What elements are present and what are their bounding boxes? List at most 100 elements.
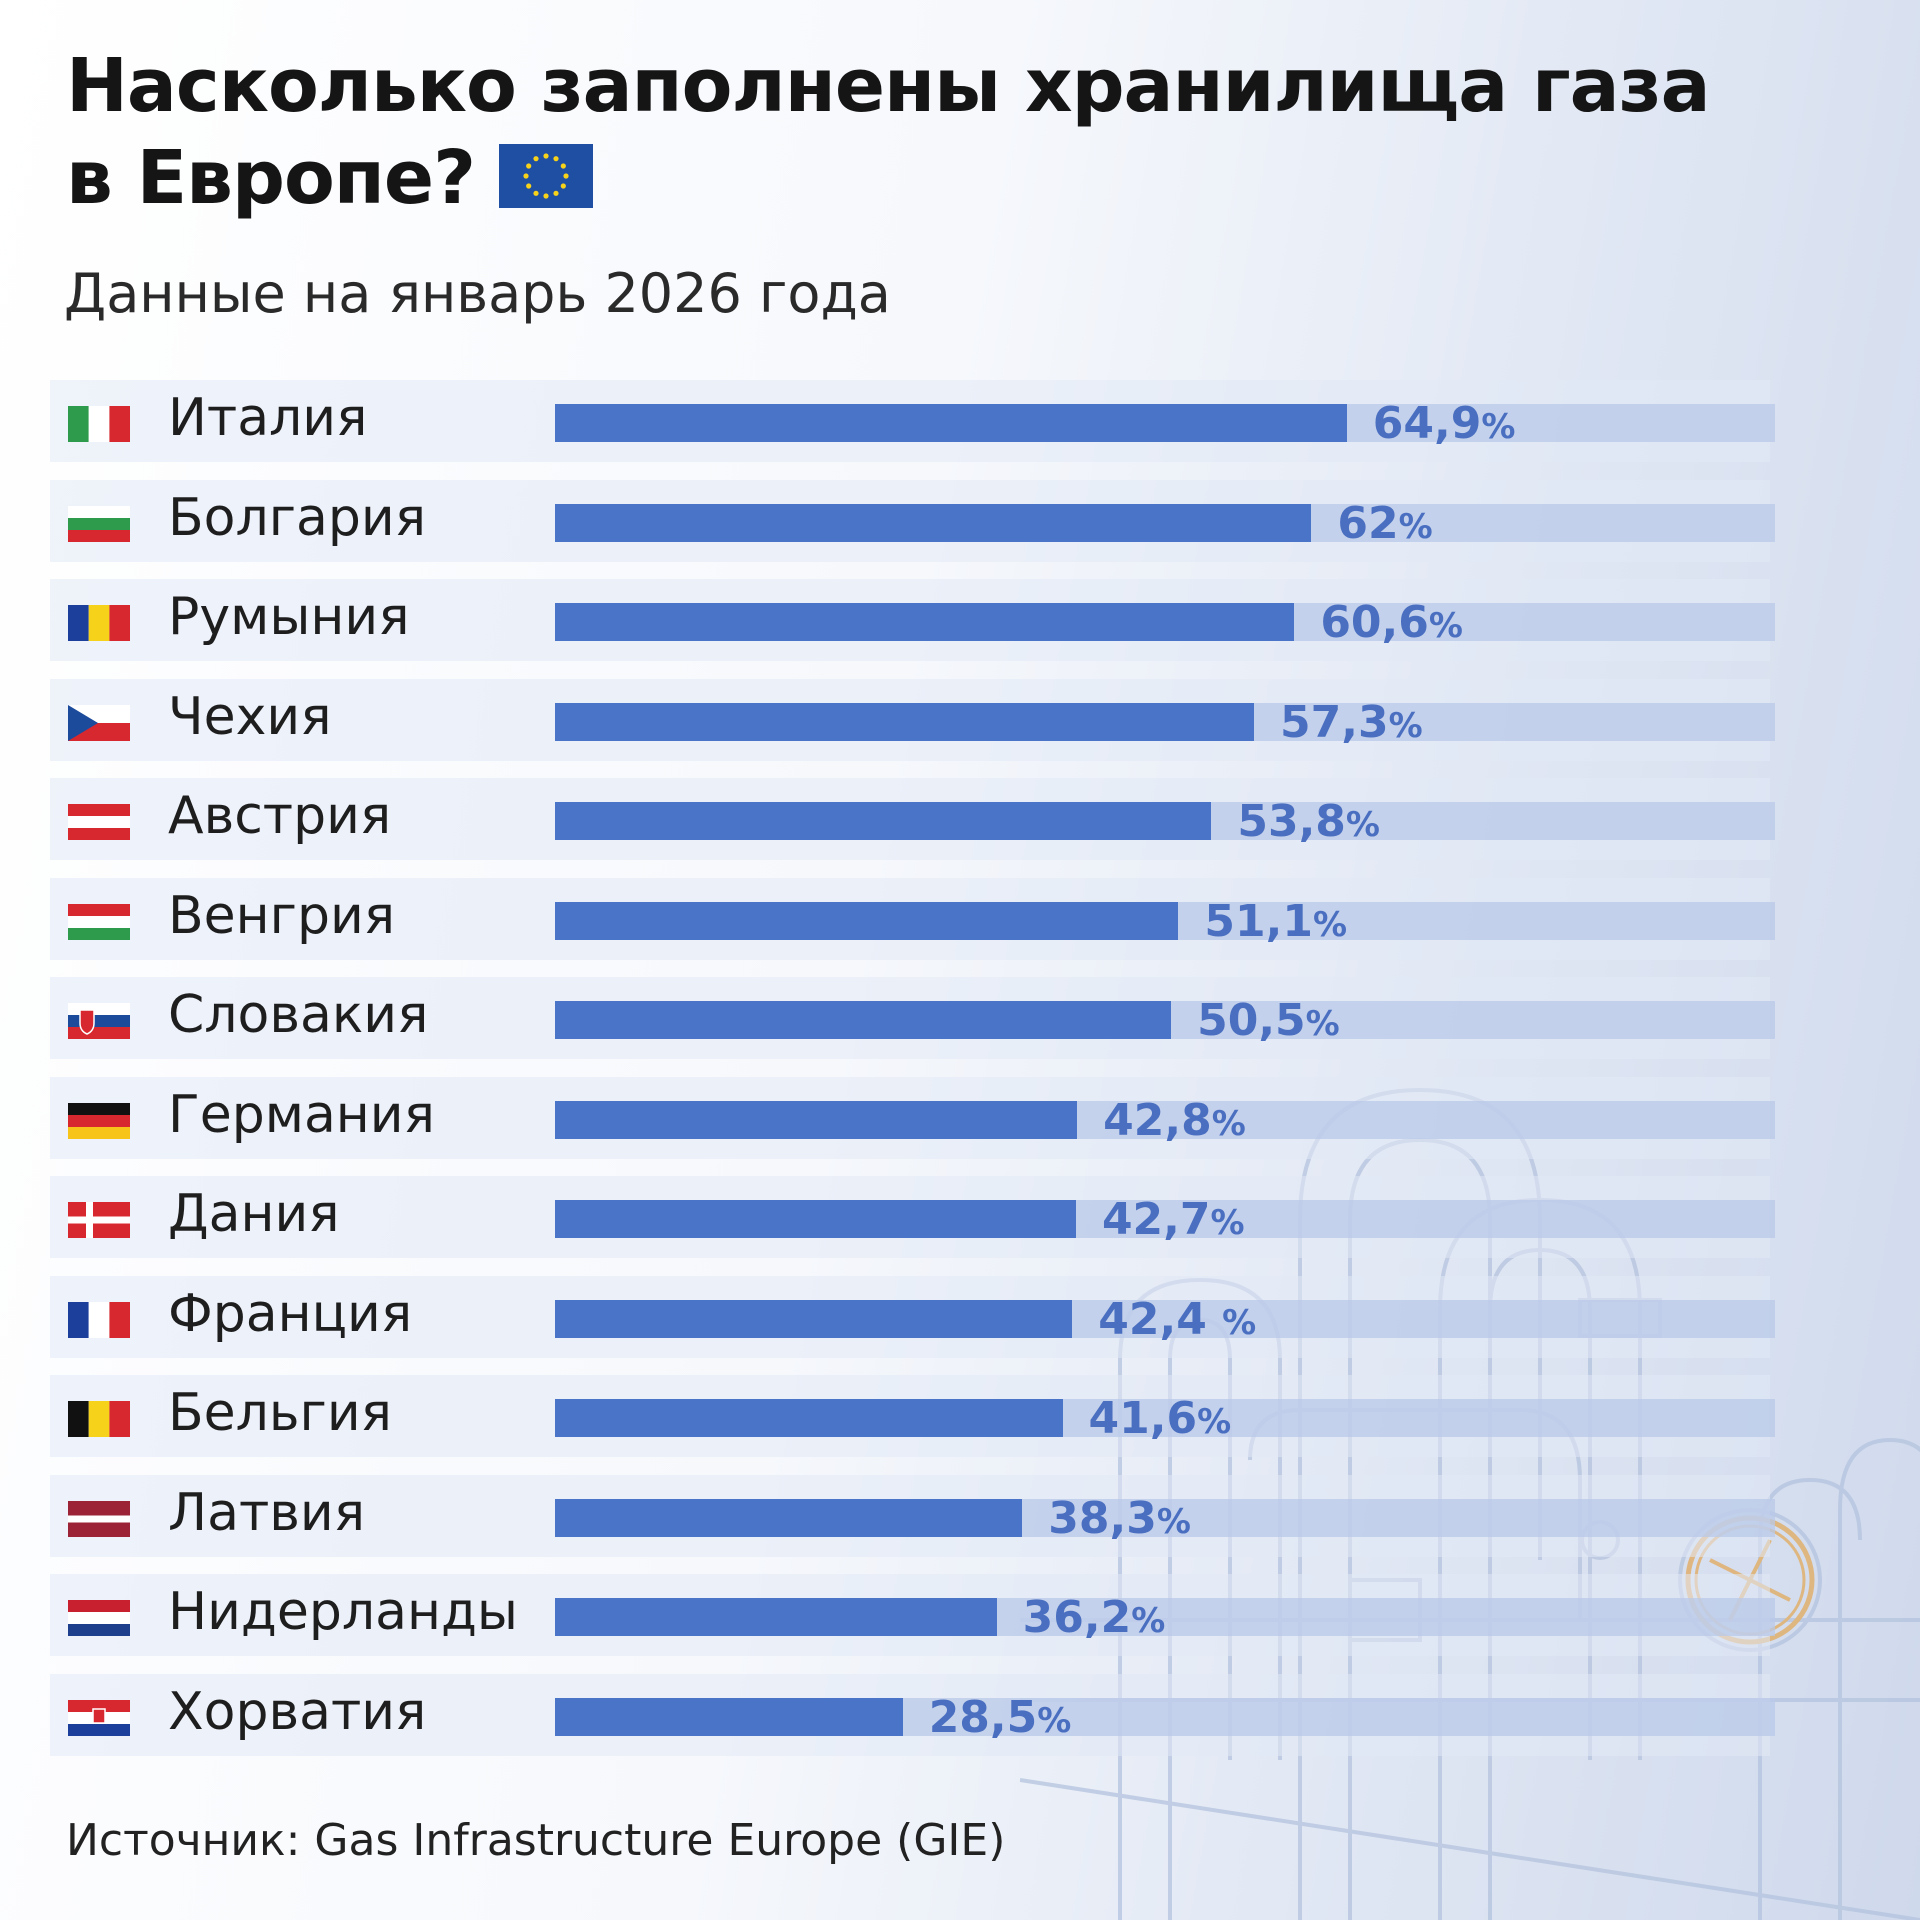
value-label: 42,8% xyxy=(1103,1095,1246,1146)
value-label: 62% xyxy=(1337,498,1432,549)
bar-row: Дания 42,7% xyxy=(50,1176,1775,1258)
bar-row: Чехия 57,3% xyxy=(50,678,1775,761)
bar-track xyxy=(555,1399,1775,1437)
value-unit: % xyxy=(1197,1402,1232,1442)
hungary-flag-icon xyxy=(68,903,130,940)
value-number: 64,9 xyxy=(1372,398,1482,449)
bar-fill xyxy=(555,404,1347,442)
value-number: 28,5 xyxy=(928,1691,1038,1743)
value-label: 60,6% xyxy=(1320,597,1463,648)
value-unit: % xyxy=(1388,705,1423,746)
country-label: Бельгия xyxy=(168,1383,392,1443)
czechia-flag-icon xyxy=(68,704,130,741)
value-number: 53,8 xyxy=(1237,796,1346,847)
eu-star xyxy=(553,156,559,162)
bar-track xyxy=(555,802,1775,840)
country-label: Чехия xyxy=(168,686,332,747)
value-label: 28,5% xyxy=(929,1692,1072,1743)
croatia-flag-icon xyxy=(68,1699,130,1736)
eu-star xyxy=(526,183,532,190)
value-unit: % xyxy=(1481,407,1516,447)
value-label: 36,2% xyxy=(1023,1592,1166,1643)
bar-track xyxy=(555,1100,1775,1139)
value-unit: % xyxy=(1345,805,1380,845)
bar-row: Румыния 60,6% xyxy=(50,579,1775,661)
romania-flag-icon xyxy=(68,605,130,641)
value-label: 53,8% xyxy=(1237,796,1380,847)
italy-flag-icon xyxy=(68,406,130,442)
bar-row: Хорватия 28,5% xyxy=(50,1673,1775,1756)
eu-star xyxy=(533,191,539,197)
bar-track xyxy=(555,603,1775,641)
eu-star xyxy=(523,173,529,180)
value-unit: % xyxy=(1222,1302,1257,1343)
title-line-1: Насколько заполнены хранилища газа xyxy=(66,43,1711,129)
country-label: Румыния xyxy=(168,587,410,647)
bar-track xyxy=(555,404,1775,442)
slovakia-flag-icon xyxy=(68,1003,130,1039)
eu-star xyxy=(563,173,569,180)
france-flag-icon xyxy=(68,1301,130,1338)
value-unit: % xyxy=(1312,904,1348,945)
value-number: 42,4 xyxy=(1098,1293,1223,1345)
bar-track xyxy=(555,1001,1775,1039)
bar-track xyxy=(555,1598,1775,1636)
value-unit: % xyxy=(1037,1700,1072,1741)
value-unit: % xyxy=(1210,1203,1245,1243)
eu-star xyxy=(553,191,559,197)
bar-track xyxy=(555,901,1775,940)
austria-flag-icon xyxy=(68,804,130,840)
value-number: 41,6 xyxy=(1088,1393,1198,1444)
country-label: Германия xyxy=(168,1084,435,1145)
bar-fill xyxy=(555,702,1255,741)
country-label: Австрия xyxy=(168,786,392,846)
bar-fill xyxy=(555,603,1295,641)
value-label: 41,6% xyxy=(1089,1393,1232,1444)
value-label: 50,5% xyxy=(1197,995,1340,1046)
value-number: 57,3 xyxy=(1280,696,1389,748)
latvia-flag-icon xyxy=(68,1500,130,1537)
value-number: 51,1 xyxy=(1204,895,1313,947)
country-label: Франция xyxy=(168,1283,413,1344)
bar-fill xyxy=(555,1299,1073,1338)
value-label: 42,7% xyxy=(1102,1194,1245,1245)
value-number: 60,6 xyxy=(1320,597,1429,648)
bar-row: Нидерланды 36,2% xyxy=(50,1574,1775,1656)
value-unit: % xyxy=(1398,506,1433,547)
bar-row: Германия 42,8% xyxy=(50,1076,1775,1159)
value-number: 36,2 xyxy=(1022,1592,1132,1643)
country-label: Хорватия xyxy=(168,1681,427,1742)
value-number: 62 xyxy=(1337,497,1399,549)
eu-star xyxy=(533,156,539,162)
value-label: 42,4 % xyxy=(1098,1294,1256,1345)
bar-track xyxy=(555,702,1775,741)
value-label: 57,3% xyxy=(1280,697,1423,748)
bar-row: Венгрия 51,1% xyxy=(50,877,1775,960)
value-number: 38,3 xyxy=(1048,1492,1157,1544)
netherlands-flag-icon xyxy=(68,1600,130,1636)
bar-fill xyxy=(555,1498,1023,1537)
bar-fill xyxy=(555,802,1212,840)
value-number: 42,7 xyxy=(1101,1194,1211,1245)
eu-star xyxy=(560,163,566,170)
country-label: Латвия xyxy=(168,1482,365,1543)
bar-row: Австрия 53,8% xyxy=(50,778,1775,860)
value-number: 42,8 xyxy=(1103,1094,1212,1146)
bar-fill xyxy=(555,1200,1076,1238)
value-unit: % xyxy=(1211,1103,1246,1144)
country-label: Нидерланды xyxy=(168,1582,518,1642)
country-label: Болгария xyxy=(168,487,426,548)
eu-star xyxy=(526,163,532,170)
title-line-2: в Европе? xyxy=(66,135,476,221)
bar-track xyxy=(555,1200,1775,1238)
bar-fill xyxy=(555,1001,1172,1039)
bar-fill xyxy=(555,1697,903,1736)
bar-row: Болгария 62% xyxy=(50,479,1775,562)
chart-source: Источник: Gas Infrastructure Europe (GIE… xyxy=(66,1815,1006,1866)
country-label: Италия xyxy=(168,388,368,448)
value-unit: % xyxy=(1428,606,1463,646)
value-unit: % xyxy=(1305,1004,1340,1044)
bar-row: Латвия 38,3% xyxy=(50,1474,1775,1557)
chart-subtitle: Данные на январь 2026 года xyxy=(64,262,891,325)
belgium-flag-icon xyxy=(68,1401,130,1437)
